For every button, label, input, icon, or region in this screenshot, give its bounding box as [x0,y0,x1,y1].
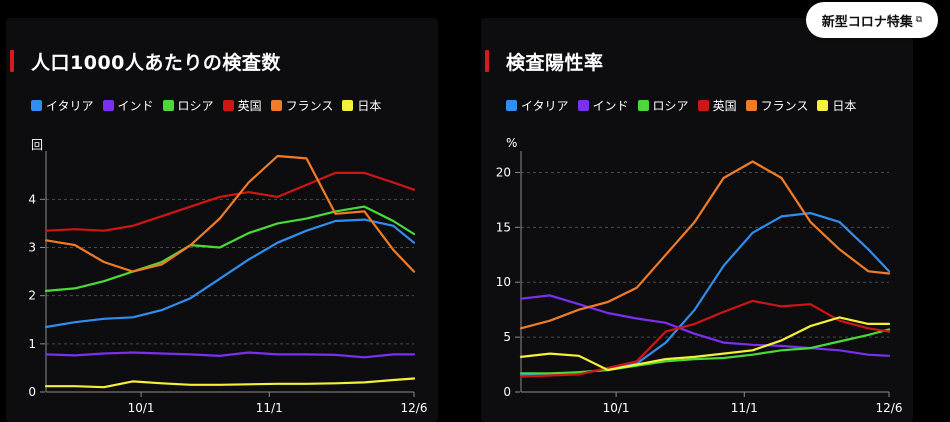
legend: イタリア インド ロシア 英国 フランス 日本 [31,97,390,114]
line-chart-tests: 0 1 2 3 4 10/1 11/1 12/6 [28,151,428,415]
legend-swatch [577,100,589,111]
series-line [519,328,891,375]
title-accent-bar [485,50,489,72]
legend-label: 英国 [712,99,737,113]
legend-item: 英国 [222,97,262,114]
series-line [519,299,891,378]
legend-item: インド [577,97,629,114]
chart-panel-tests: 人口1000人あたりの検査数 イタリア インド ロシア 英国 フランス 日本 回 0 1 2 3… [6,18,438,422]
legend-swatch [506,100,517,111]
legend-label: イタリア [521,99,569,113]
legend-item: フランス [270,97,334,114]
y-tick-label: 3 [28,241,36,255]
series-line [44,171,416,232]
y-tick-label: 20 [496,165,511,179]
legend-label: イタリア [46,99,94,113]
series-line [44,218,416,329]
external-link-icon: ⧉ [915,15,923,25]
legend-swatch [270,100,282,111]
chart-panel-positivity: 検査陽性率 イタリア インド ロシア 英国 フランス 日本 % 0 5 10 15 20 10/1 1… [481,18,913,422]
legend-swatch [637,100,649,111]
line-chart-positivity: 0 5 10 15 20 10/1 11/1 12/6 [496,151,903,415]
y-tick-label: 0 [503,385,511,399]
legend-item: 日本 [817,97,856,114]
legend-swatch [222,100,234,111]
legend-swatch [102,100,114,111]
y-tick-label: 10 [496,275,511,289]
series-line [519,212,891,377]
legend: イタリア インド ロシア 英国 フランス 日本 [506,97,865,114]
legend-label: ロシア [652,99,689,113]
series-line [519,294,891,357]
legend-item: ロシア [162,97,214,114]
y-tick-label: 2 [28,289,36,303]
legend-label: 日本 [832,99,857,113]
legend-swatch [342,100,354,111]
legend-swatch [162,100,174,111]
x-tick-label: 11/1 [731,401,758,415]
x-tick-label: 10/1 [603,401,630,415]
legend-label: インド [117,99,154,113]
corona-special-button[interactable]: 新型コロナ特集 ⧉ [806,2,938,38]
legend-label: インド [592,99,629,113]
y-tick-label: 4 [28,192,36,206]
chart-title: 検査陽性率 [506,52,604,74]
title-accent-bar [10,50,14,72]
legend-label: ロシア [177,99,214,113]
series-line [44,154,416,273]
series-line [519,160,891,330]
chart-title: 人口1000人あたりの検査数 [31,52,281,74]
y-tick-label: 5 [503,330,511,344]
legend-item: ロシア [637,97,689,114]
legend-item: フランス [745,97,809,114]
corona-special-label: 新型コロナ特集 [821,14,913,30]
x-tick-label: 12/6 [876,401,903,415]
legend-label: 英国 [237,99,262,113]
legend-item: インド [102,97,154,114]
series-line [44,351,416,359]
legend-swatch [31,100,42,111]
legend-item: イタリア [506,97,569,114]
legend-item: 英国 [697,97,737,114]
legend-swatch [697,100,709,111]
y-unit-label: 回 [31,138,44,152]
legend-swatch [745,100,757,111]
legend-label: フランス [760,99,809,113]
legend-label: 日本 [357,99,382,113]
legend-swatch [817,100,829,111]
series-line [44,377,416,389]
legend-item: イタリア [31,97,94,114]
y-unit-label: % [506,136,518,150]
series-line [44,205,416,292]
series-line [519,316,891,372]
x-tick-label: 12/6 [401,401,428,415]
legend-label: フランス [285,99,334,113]
y-tick-label: 15 [496,220,511,234]
legend-item: 日本 [342,97,381,114]
x-tick-label: 11/1 [256,401,283,415]
y-tick-label: 0 [28,385,36,399]
x-tick-label: 10/1 [128,401,155,415]
y-tick-label: 1 [28,337,36,351]
